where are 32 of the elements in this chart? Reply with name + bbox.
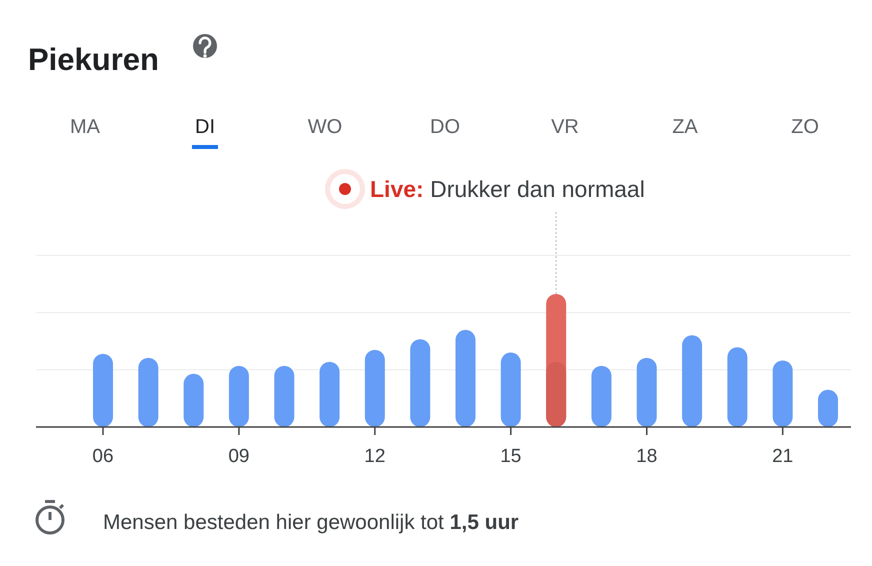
x-tick-label: 09	[228, 446, 250, 467]
text: WO	[308, 116, 342, 138]
x-tick-label: 18	[636, 446, 658, 467]
bar	[228, 366, 249, 427]
bar	[682, 335, 702, 427]
text: VR	[551, 116, 579, 138]
text: ZO	[791, 116, 819, 138]
bar	[274, 366, 294, 427]
bar	[364, 350, 385, 427]
bar	[546, 362, 566, 427]
x-tick-label: 15	[500, 446, 522, 467]
bar	[184, 374, 204, 427]
bar	[727, 347, 748, 427]
bar	[636, 358, 657, 427]
bar	[500, 352, 521, 427]
bar	[93, 354, 113, 427]
text: Mensen besteden hier gewoonlijk tot 1,5 uur	[103, 511, 519, 534]
bar	[772, 360, 793, 427]
bar	[320, 362, 340, 427]
text: DO	[430, 116, 460, 138]
text: MA	[70, 116, 101, 138]
text: ZA	[672, 116, 698, 138]
chart-title: Piekuren	[28, 42, 159, 77]
bar	[138, 358, 158, 427]
bar	[410, 339, 430, 427]
x-tick-label: 06	[92, 446, 114, 467]
x-tick-label: 21	[772, 446, 794, 467]
text: Live: Drukker dan normaal	[370, 176, 645, 202]
text: DI	[195, 116, 215, 138]
x-tick-label: 12	[364, 446, 386, 467]
bar	[456, 330, 476, 427]
bar	[591, 366, 612, 427]
